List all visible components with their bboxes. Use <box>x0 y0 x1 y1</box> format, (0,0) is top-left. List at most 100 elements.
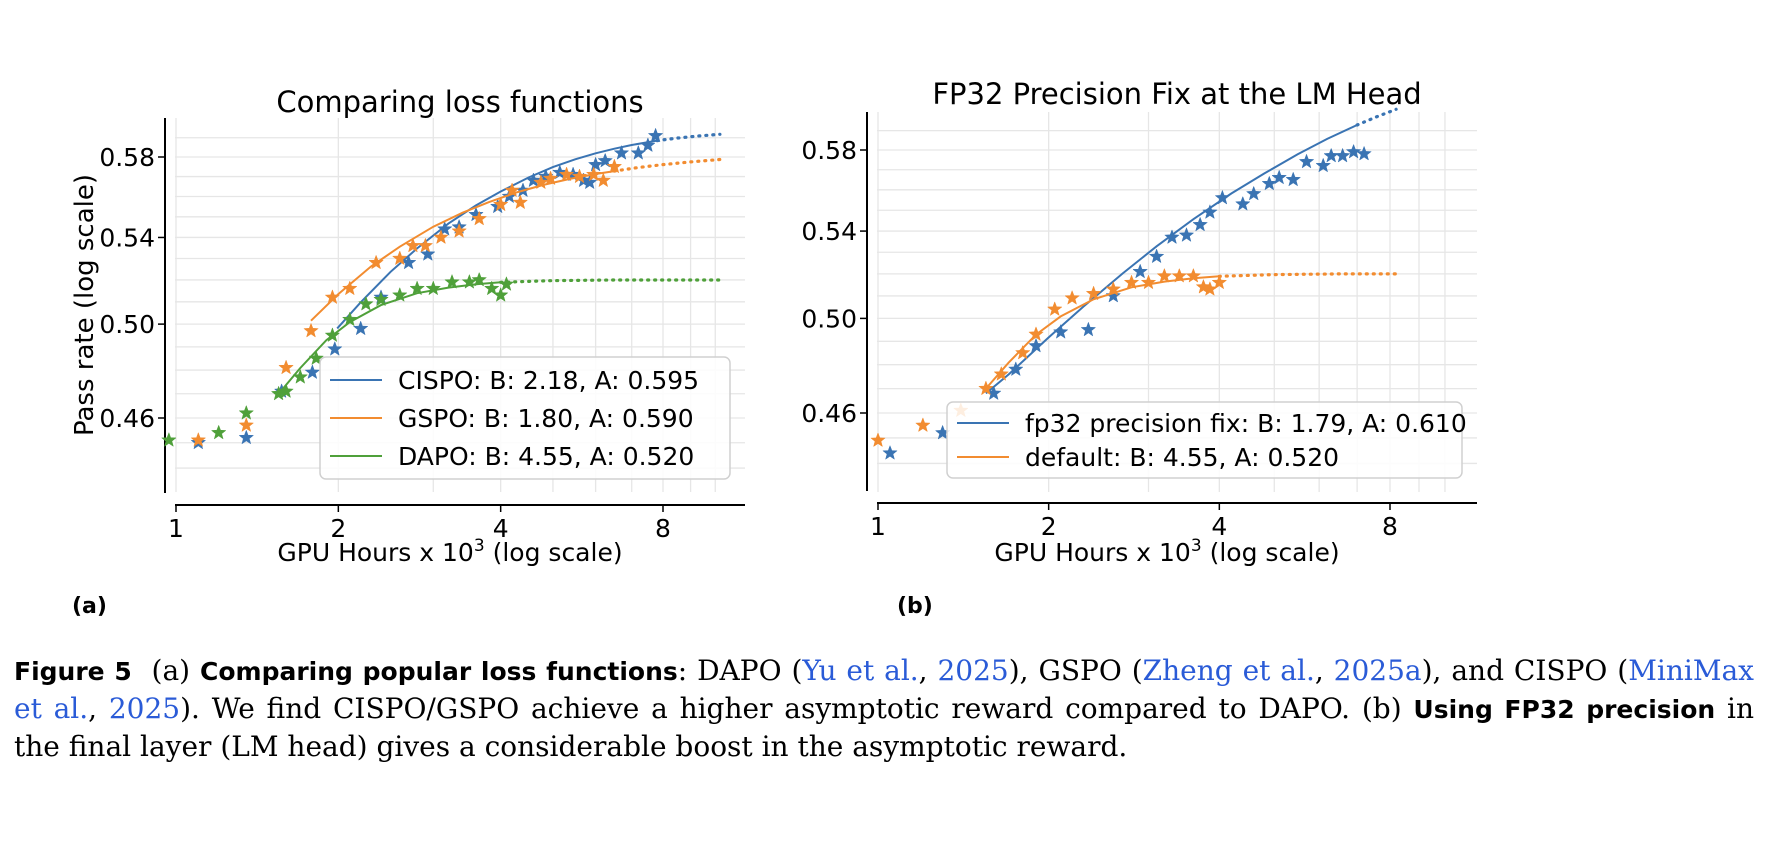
citation-zheng-year[interactable]: 2025a <box>1333 654 1422 687</box>
data-point-star <box>292 368 309 384</box>
data-point-star <box>451 222 467 238</box>
data-point-star <box>278 359 294 375</box>
data-point-star <box>433 229 449 245</box>
fit-line-dotted <box>1355 107 1398 127</box>
legend: CISPO: B: 2.18, A: 0.595 GSPO: B: 1.80, A… <box>319 356 731 480</box>
data-point-star <box>492 196 509 212</box>
x-tick-label: 2 <box>330 514 346 543</box>
data-point-star <box>1245 185 1262 201</box>
data-point-star <box>1261 175 1278 191</box>
data-point-star <box>533 174 549 190</box>
series-2 <box>190 157 722 447</box>
legend-entry: DAPO: B: 4.55, A: 0.520 <box>398 442 694 471</box>
data-point-star <box>870 432 886 448</box>
data-point-star <box>1178 227 1195 242</box>
data-point-star <box>303 322 319 338</box>
series-1 <box>882 107 1398 460</box>
figure-charts: 1 2 4 8 0.46 0.50 0.54 0.58 Comparing loss funct… <box>70 77 1477 567</box>
y-tick-label: 0.46 <box>99 404 155 433</box>
data-point-star <box>324 289 341 305</box>
x-tick-label: 1 <box>870 512 886 541</box>
data-point-star <box>358 295 374 311</box>
data-point-star <box>1214 189 1231 205</box>
data-point-star <box>308 350 325 366</box>
data-point-star <box>1080 321 1097 337</box>
caption-bold-b: Using FP32 precision <box>1413 695 1716 724</box>
citation-yu-name[interactable]: Yu et al. <box>802 654 919 687</box>
data-point-star <box>647 127 664 143</box>
series-2 <box>870 267 1398 448</box>
data-point-star <box>1008 361 1024 377</box>
chart-2: 1 2 4 8 0.46 0.50 0.54 0.58 FP32 Precision Fix a… <box>801 77 1477 567</box>
caption-text-4: ). We find CISPO/GSPO achieve a higher a… <box>180 692 1414 725</box>
caption-text-1: : DAPO ( <box>677 654 803 687</box>
caption-text-5: in the final layer (LM head) gives a con… <box>14 692 1754 763</box>
x-tick-label: 1 <box>168 514 184 543</box>
data-point-star <box>238 417 255 432</box>
y-tick-label: 0.50 <box>99 310 155 339</box>
data-point-star <box>571 168 588 184</box>
data-point-star <box>471 271 488 287</box>
data-point-star <box>304 364 321 380</box>
data-point-star <box>352 320 369 336</box>
y-tick-label: 0.58 <box>99 143 155 172</box>
data-point-star <box>1132 263 1148 279</box>
fit-line-solid <box>985 275 1220 390</box>
data-point-star <box>595 172 612 188</box>
y-tick-label: 0.54 <box>801 217 857 246</box>
citation-yu-year[interactable]: 2025 <box>937 654 1009 687</box>
data-point-star <box>161 431 177 447</box>
data-point-star <box>471 210 488 226</box>
series-3 <box>161 271 722 447</box>
data-point-star <box>425 280 442 296</box>
y-tick-label: 0.50 <box>801 304 857 333</box>
data-point-star <box>483 280 500 296</box>
data-point-star <box>1334 147 1351 163</box>
data-point-star <box>278 383 294 399</box>
figure-caption: Figure 5 (a) Comparing popular loss func… <box>14 652 1754 765</box>
data-point-star <box>993 365 1010 381</box>
citation-zheng-name[interactable]: Zheng et al. <box>1142 654 1315 687</box>
caption-text-2: ), GSPO ( <box>1008 654 1143 687</box>
data-point-star <box>1171 267 1188 283</box>
caption-figure-label: Figure 5 <box>14 657 132 686</box>
data-point-star <box>1052 323 1069 339</box>
data-point-star <box>436 220 453 236</box>
data-point-star <box>915 417 931 433</box>
citation-minimax-name[interactable]: MiniMax et al. <box>14 654 1754 725</box>
data-point-star <box>1235 195 1251 211</box>
x-tick-label: 8 <box>655 514 671 543</box>
data-point-star <box>444 273 460 289</box>
panel-label-a: (a) <box>72 594 107 619</box>
data-point-star <box>498 276 515 292</box>
data-point-star <box>1105 287 1122 303</box>
citation-minimax-year[interactable]: 2025 <box>108 692 181 725</box>
data-point-star <box>238 429 255 445</box>
chart-title: Comparing loss functions <box>276 85 643 119</box>
data-point-star <box>1064 289 1080 305</box>
data-point-star <box>1315 157 1332 173</box>
legend-entry: fp32 precision fix: B: 1.79, A: 0.610 <box>1025 409 1467 438</box>
chart-title: FP32 Precision Fix at the LM Head <box>932 77 1421 111</box>
data-point-star <box>492 286 509 302</box>
fit-line-solid <box>985 124 1358 395</box>
data-point-star <box>419 246 436 261</box>
legend-box <box>319 356 731 480</box>
fit-line-solid <box>310 170 615 322</box>
legend-entry: CISPO: B: 2.18, A: 0.595 <box>398 366 699 395</box>
data-point-star <box>409 280 425 296</box>
caption-part-a: (a) <box>151 654 191 687</box>
data-point-star <box>978 380 994 396</box>
data-point-star <box>1356 145 1372 161</box>
data-point-star <box>512 194 529 210</box>
data-point-star <box>1085 285 1102 301</box>
data-point-star <box>327 340 343 356</box>
data-point-star <box>504 182 520 198</box>
data-point-star <box>1148 248 1165 264</box>
data-point-star <box>391 286 408 302</box>
data-point-star <box>1345 143 1362 159</box>
data-point-star <box>1298 153 1315 169</box>
data-point-star <box>587 156 604 172</box>
data-point-star <box>597 152 613 168</box>
data-point-star <box>613 144 630 160</box>
